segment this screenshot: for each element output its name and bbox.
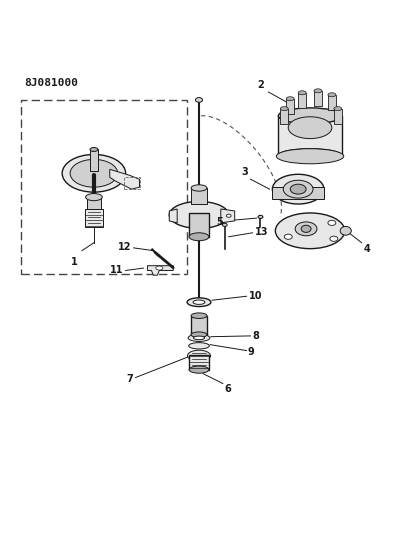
Ellipse shape [275,213,345,249]
Ellipse shape [258,215,263,219]
Ellipse shape [314,89,322,93]
Bar [286,99,294,114]
Ellipse shape [301,225,311,232]
Text: 2: 2 [258,80,264,90]
Bar [272,187,324,199]
Text: 8: 8 [253,331,259,341]
Text: 13: 13 [255,227,268,237]
Ellipse shape [328,220,336,225]
Text: 9: 9 [248,347,255,357]
Text: 7: 7 [127,374,134,384]
Bar [191,188,207,204]
Ellipse shape [278,108,342,124]
Text: 1: 1 [71,256,78,266]
Ellipse shape [187,350,211,361]
Ellipse shape [276,149,344,164]
Bar [280,109,288,124]
Text: 10: 10 [249,291,262,301]
Bar [21,100,187,274]
Polygon shape [147,266,173,275]
Ellipse shape [187,298,211,306]
Ellipse shape [195,98,203,102]
Polygon shape [110,169,140,189]
Ellipse shape [288,117,332,139]
Text: 6: 6 [224,384,231,394]
Ellipse shape [283,180,313,198]
Ellipse shape [330,236,338,241]
Ellipse shape [226,214,231,217]
Ellipse shape [189,233,209,241]
Bar [298,93,306,108]
Bar [90,149,98,171]
Bar [314,91,322,106]
Bar [334,109,342,124]
Ellipse shape [191,332,207,337]
Ellipse shape [62,155,126,192]
Ellipse shape [191,185,207,191]
Ellipse shape [193,336,205,340]
Bar [189,354,209,369]
Bar [191,316,207,335]
Ellipse shape [272,174,324,204]
Ellipse shape [286,97,294,101]
Bar [278,116,342,156]
Ellipse shape [278,149,342,163]
Ellipse shape [193,300,205,304]
Ellipse shape [86,193,102,200]
Ellipse shape [191,313,207,318]
Ellipse shape [298,91,306,95]
Text: 3: 3 [242,167,249,177]
Ellipse shape [284,234,292,239]
Bar [189,213,209,237]
Polygon shape [169,209,177,223]
Ellipse shape [90,148,98,151]
Ellipse shape [290,184,306,194]
Ellipse shape [295,222,317,236]
Ellipse shape [156,266,163,270]
Polygon shape [221,209,235,223]
Ellipse shape [189,366,209,373]
Ellipse shape [334,107,342,111]
Text: 12: 12 [118,242,132,252]
Bar [124,177,140,189]
Bar [328,95,336,110]
Ellipse shape [188,334,210,342]
Bar [87,197,101,209]
Text: 4: 4 [364,244,371,254]
Ellipse shape [340,227,351,235]
Ellipse shape [222,223,227,227]
Bar [85,209,103,227]
Ellipse shape [280,107,288,111]
Text: 11: 11 [110,265,124,274]
Ellipse shape [70,159,118,187]
Ellipse shape [189,343,209,349]
Ellipse shape [169,201,229,229]
Text: 8J081000: 8J081000 [25,78,78,88]
Ellipse shape [328,93,336,97]
Text: 5: 5 [216,217,223,227]
